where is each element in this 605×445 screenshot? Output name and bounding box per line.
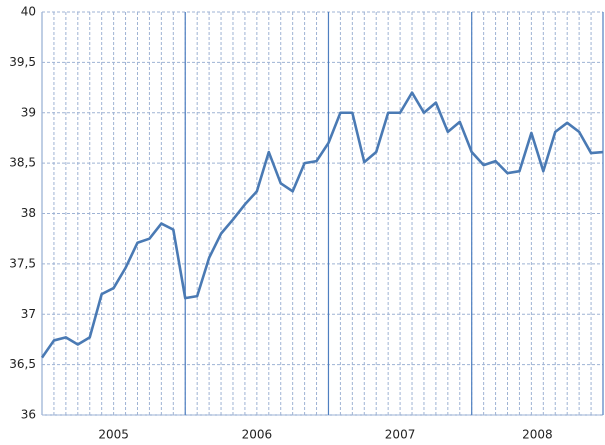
y-tick-label: 37 — [21, 307, 36, 321]
y-tick-label: 36,5 — [9, 357, 36, 371]
y-tick-label: 39 — [21, 105, 36, 119]
data-line — [40, 91, 604, 359]
y-tick-label: 38 — [21, 206, 36, 220]
x-tick-label: 2008 — [522, 428, 553, 442]
y-tick-label: 40 — [21, 5, 36, 19]
x-tick-label: 2007 — [385, 428, 416, 442]
y-tick-label: 39,5 — [9, 55, 36, 69]
x-tick-label: 2005 — [98, 428, 129, 442]
x-tick-label: 2006 — [242, 428, 273, 442]
y-tick-label: 37,5 — [9, 256, 36, 270]
y-tick-label: 36 — [21, 408, 36, 422]
y-tick-label: 38,5 — [9, 156, 36, 170]
